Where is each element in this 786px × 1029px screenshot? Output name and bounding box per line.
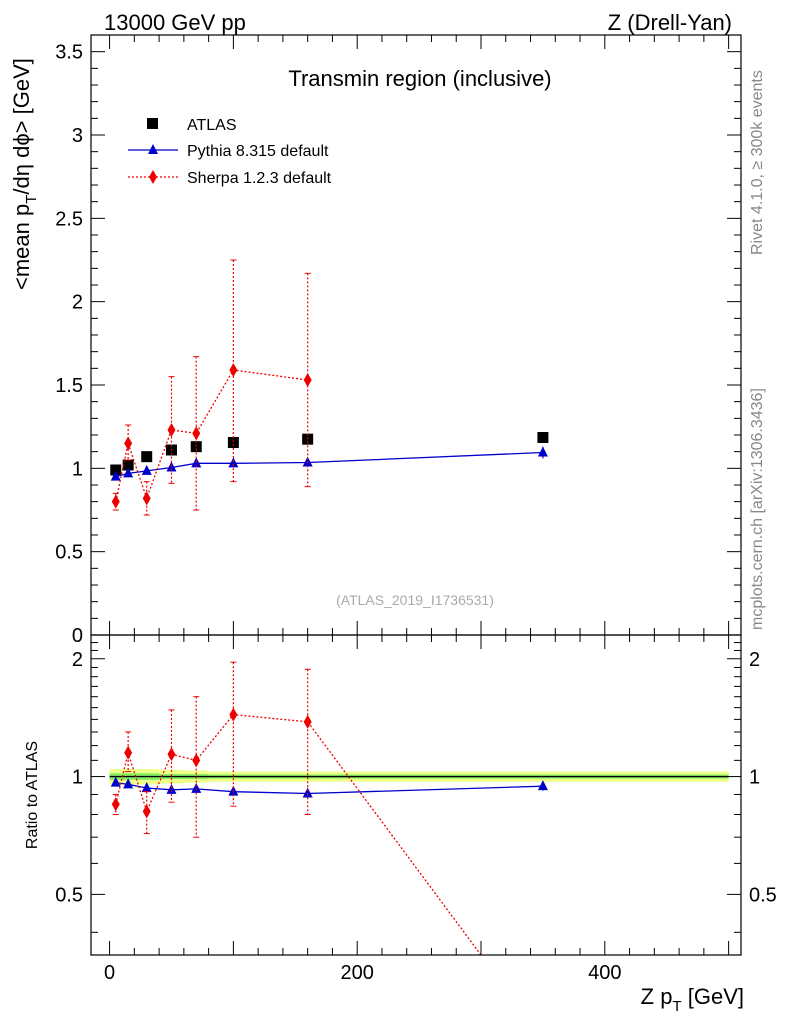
main-pythia-point [123,467,134,478]
legend-sherpa-label: Sherpa 1.2.3 default [187,170,332,187]
ratio-y-tick-label: 2 [72,649,83,671]
main-data [110,259,549,516]
ratio-y-tick-label-right: 2 [749,649,760,671]
ratio-pythia-point [537,780,548,791]
main-y-tick-label: 3.5 [55,42,83,64]
main-y-axis-label: <mean pT/dη dϕ> [GeV] [9,58,40,290]
ratio-data [110,661,548,956]
ratio-sherpa-point [142,804,151,819]
main-sherpa-point [303,373,312,387]
main-atlas-point [537,432,549,443]
legend: ATLAS Pythia 8.315 default Sherpa 1.2.3 … [128,117,332,187]
ratio-axes: 0.5 0.5 1 1 2 2 0 200 400 [55,635,777,984]
ratio-sherpa-point [192,753,201,768]
main-y-tick-label: 3 [72,125,83,147]
ratio-sherpa-line [115,713,482,956]
main-y-tick-label: 0 [72,625,83,647]
ratio-sherpa-point [167,747,176,762]
x-tick-label: 200 [341,962,374,984]
main-sherpa-point [111,494,120,509]
ratio-sherpa-point [303,714,312,729]
main-pythia-point [537,446,548,457]
ratio-y-tick-label-right: 1 [749,767,760,789]
ratio-y-tick-label-right: 0.5 [749,884,777,906]
ratio-sherpa-point [229,707,238,722]
ratio-pythia-point [123,778,134,789]
main-atlas-point [141,451,153,463]
x-axis-label-sub: T [672,998,681,1015]
main-sherpa-point [124,436,133,451]
main-atlas-point [122,459,134,471]
ratio-sherpa-point [111,797,120,812]
x-tick-label: 0 [104,962,115,984]
mcplots-label: mcplots.cern.ch [arXiv:1306.3436] [749,388,766,630]
ratio-sherpa-point [124,745,133,760]
ratio-pythia-point [110,776,121,787]
main-y-tick-label: 2 [72,292,83,314]
main-y-tick-label: 1 [72,458,83,480]
main-atlas-point [110,464,122,476]
ratio-band-layer [109,769,729,785]
main-y-tick-label: 1.5 [55,375,83,397]
main-y-axis-label-a: <mean p [9,204,34,290]
ratio-y-axis-label: Ratio to ATLAS [24,741,41,849]
ratio-pythia-point [141,781,152,792]
ratio-y-tick-label: 0.5 [55,884,83,906]
main-y-axis-label-b: /dη dϕ> [GeV] [9,58,34,194]
main-pythia-point [141,464,152,475]
main-y-axis-label-sub: T [23,195,40,204]
main-sherpa-point [192,426,201,441]
ratio-pythia-point [191,782,202,793]
x-axis-label-b: [GeV] [682,984,744,1009]
main-sherpa-point [167,423,176,437]
x-axis-label: Z pT [GeV] [641,984,744,1015]
ratio-y-tick-label: 1 [72,767,83,789]
x-axis-label-a: Z p [641,984,673,1009]
main-y-tick-label: 2.5 [55,208,83,230]
ratio-panel: 0.5 0.5 1 1 2 2 0 200 400 Ratio to ATLAS Z pT [G… [24,634,777,1015]
main-pythia-line [115,451,543,478]
watermark: (ATLAS_2019_I1736531) [336,592,494,608]
main-atlas-point [227,437,239,448]
legend-pythia-marker [148,144,158,154]
main-sherpa-point [229,363,238,377]
main-title: Transmin region (inclusive) [288,66,551,91]
main-sherpa-point [142,491,151,506]
main-pythia-point [228,457,239,468]
rivet-label: Rivet 4.1.0, ≥ 300k events [749,70,766,255]
x-tick-label: 400 [588,962,621,984]
ratio-pythia-point [302,787,313,798]
main-pythia-point [110,470,121,481]
ratio-frame [90,634,742,956]
ratio-pythia-point [166,783,177,794]
header-left: 13000 GeV pp [104,10,246,35]
legend-atlas-marker [147,118,158,129]
main-y-tick-label: 0.5 [55,542,83,564]
legend-pythia-label: Pythia 8.315 default [187,143,329,160]
legend-sherpa-marker [149,170,157,184]
legend-atlas-label: ATLAS [187,117,237,134]
header-right: Z (Drell-Yan) [608,10,732,35]
